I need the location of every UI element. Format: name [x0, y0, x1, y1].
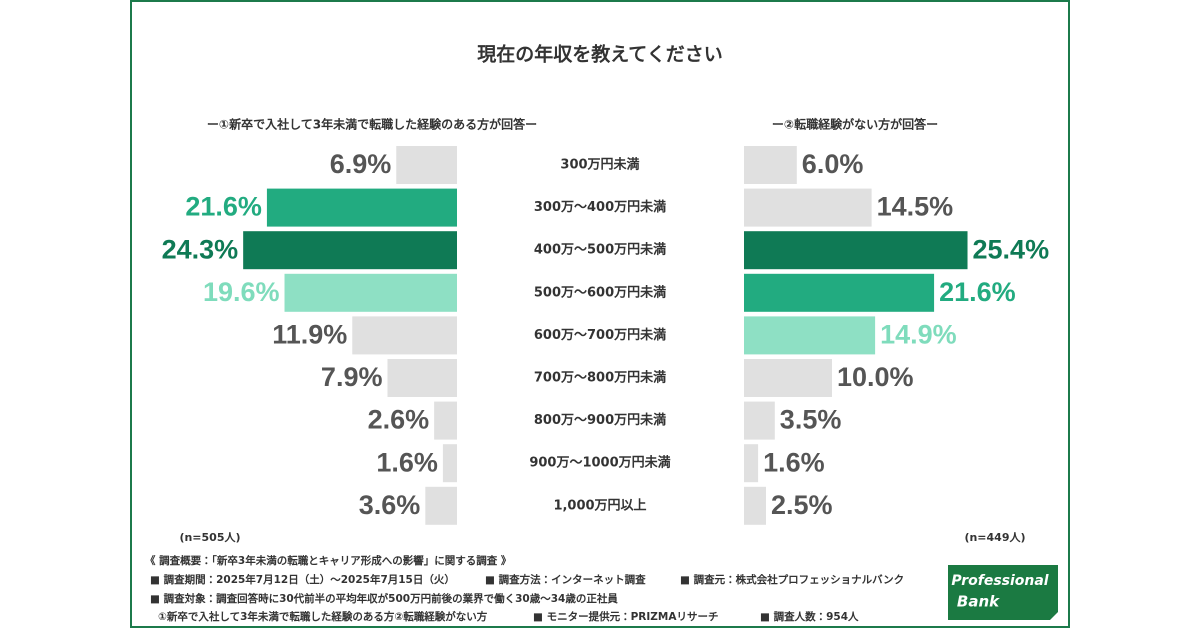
footer-note: ■ 調査人数：954人 — [760, 610, 859, 623]
sample-note: (n=505人) — [179, 531, 240, 544]
logo-text: Bank — [957, 593, 1000, 611]
value-label: 21.6% — [185, 192, 262, 222]
category-label: 500万～600万円未満 — [534, 284, 666, 300]
series-title: ー②転職経験がない方が回答ー — [772, 117, 938, 132]
bar — [744, 316, 876, 355]
footer-note: ■ 調査対象：調査回答時に30代前半の平均年収が500万円前後の業界で働く30歳… — [150, 592, 618, 605]
value-label: 7.9% — [321, 362, 383, 392]
category-label: 1,000万円以上 — [553, 498, 646, 513]
bar — [387, 359, 457, 397]
bar — [744, 401, 775, 440]
footer-note: ■ 調査方法：インターネット調査 — [485, 573, 646, 586]
bar — [243, 231, 457, 270]
bar — [266, 188, 457, 227]
category-label: 900万～1000万円未満 — [529, 455, 670, 471]
category-label: 300万～400万円未満 — [534, 199, 666, 215]
value-label: 1.6% — [763, 447, 825, 477]
category-label: 400万～500万円未満 — [534, 242, 666, 258]
chart-title: 現在の年収を教えてください — [477, 43, 722, 66]
footer-note: ■ 調査元：株式会社プロフェッショナルバンク — [680, 573, 904, 586]
value-label: 6.0% — [802, 149, 864, 179]
value-label: 11.9% — [272, 320, 347, 350]
value-label: 1.6% — [376, 447, 438, 477]
frame — [130, 0, 1070, 628]
value-label: 24.3% — [162, 234, 239, 264]
sample-note: (n=449人) — [964, 531, 1025, 544]
category-label: 800万～900万円未満 — [534, 412, 666, 428]
bar — [744, 359, 832, 397]
footer-note: ■ 調査期間：2025年7月12日（土）～2025年7月15日（火） — [150, 573, 455, 586]
bar — [744, 146, 797, 184]
bar — [434, 401, 457, 440]
bar — [396, 146, 457, 184]
value-label: 14.5% — [877, 192, 954, 222]
bar — [442, 444, 457, 483]
value-label: 2.6% — [368, 405, 430, 435]
bar — [352, 316, 457, 355]
footer-heading: 《 調査概要：「新卒3年未満の転職とキャリア形成への影響」に関する調査 》 — [145, 554, 511, 567]
footer-note: ①新卒で入社して3年未満で転職した経験のある方②転職経験がない方 — [158, 610, 488, 623]
category-label: 600万～700万円未満 — [534, 327, 666, 343]
bar — [744, 444, 759, 483]
series-title: ー①新卒で入社して3年未満で転職した経験のある方が回答ー — [207, 117, 537, 132]
bar — [744, 273, 935, 312]
value-label: 14.9% — [880, 320, 957, 350]
value-label: 21.6% — [939, 277, 1016, 307]
category-label: 700万～800万円未満 — [534, 370, 666, 386]
footer-note: ■ モニター提供元：PRIZMAリサーチ — [533, 610, 718, 623]
logo-text: Professional — [951, 573, 1048, 589]
value-label: 25.4% — [973, 234, 1050, 264]
value-label: 19.6% — [203, 277, 280, 307]
value-label: 3.5% — [780, 405, 842, 435]
bar — [744, 188, 872, 227]
bar — [284, 273, 457, 312]
logo: Professional Bank — [948, 565, 1058, 620]
value-label: 3.6% — [359, 490, 421, 520]
value-label: 6.9% — [330, 149, 392, 179]
bar — [425, 486, 457, 525]
value-label: 2.5% — [771, 490, 833, 520]
bar — [744, 486, 766, 525]
value-label: 10.0% — [837, 362, 914, 392]
category-label: 300万円未満 — [560, 157, 639, 173]
bar — [744, 231, 968, 270]
